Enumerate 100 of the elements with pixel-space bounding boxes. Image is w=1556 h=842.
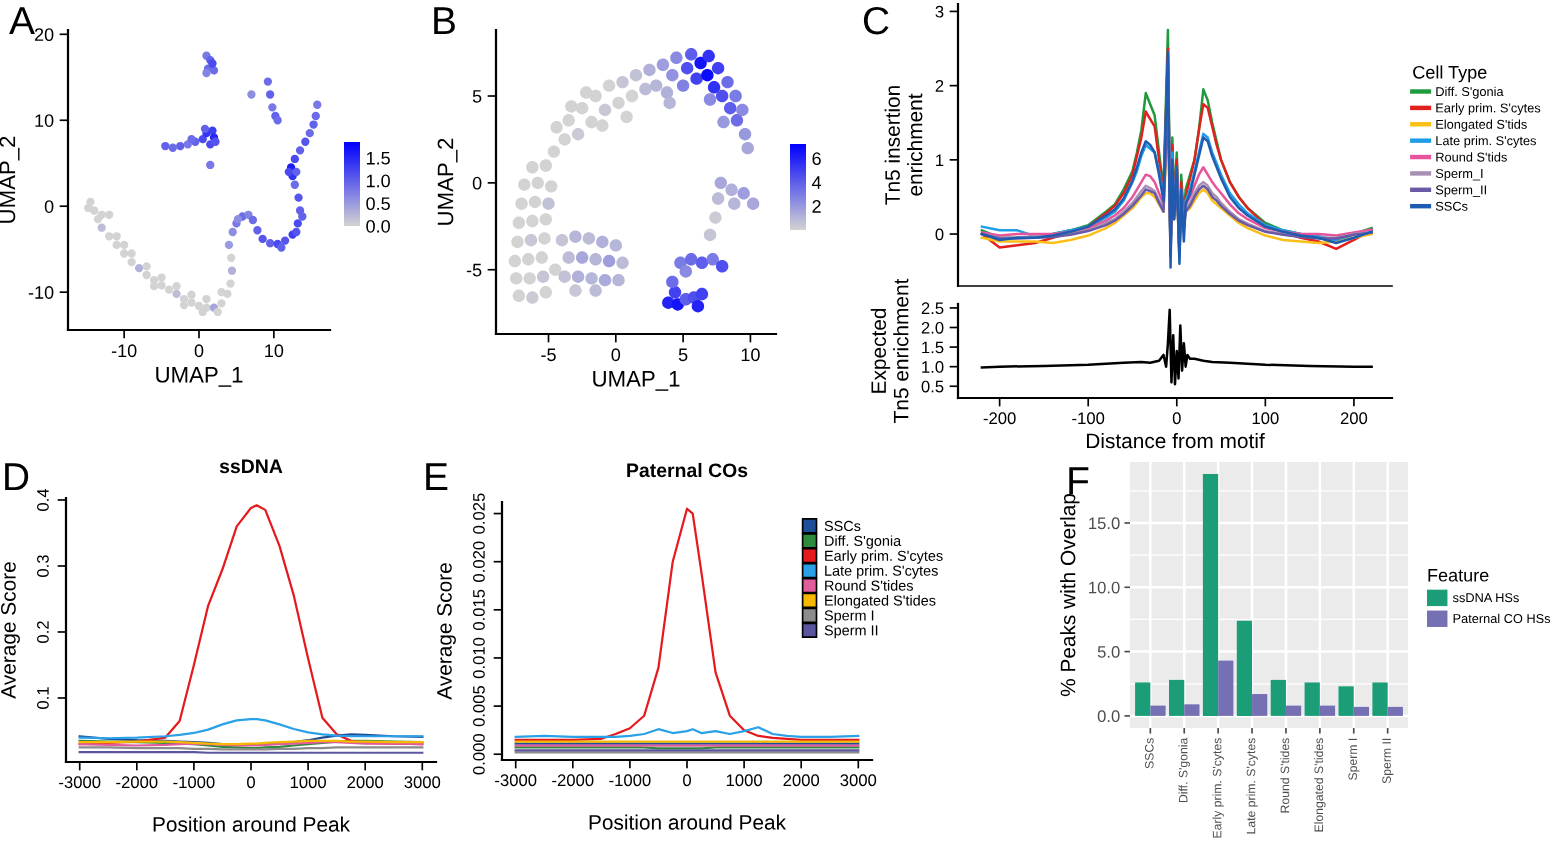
x-tick-label: 2000 xyxy=(783,774,820,787)
x-tick-label: -2000 xyxy=(116,776,158,789)
x-tick-label: 0 xyxy=(194,344,204,358)
y-tick-label: 0.005 xyxy=(473,685,485,727)
line-series xyxy=(78,717,424,740)
color-bar-label: 0.5 xyxy=(366,197,390,211)
y-tick-label: 0 xyxy=(472,176,482,190)
x-tick-label: -5 xyxy=(541,348,556,362)
x-tick-label: -1000 xyxy=(609,774,651,787)
y-tick-label: 0.010 xyxy=(473,637,485,679)
text: D xyxy=(5,463,29,491)
bar xyxy=(1168,679,1185,716)
chart-title: Paternal COs xyxy=(627,462,748,478)
y-axis-title: Average Score xyxy=(1,562,20,699)
y-tick-label: 0.1 xyxy=(37,687,49,709)
x-tick-label: -3000 xyxy=(59,776,101,789)
bar xyxy=(1338,686,1354,716)
x-axis-title: Position around Peak xyxy=(589,814,787,830)
color-bar-label: 0.0 xyxy=(366,219,390,233)
bar xyxy=(1236,620,1253,716)
color-bar-label: 4 xyxy=(811,176,822,189)
y-axis-title: Tn5 insertion enrichment xyxy=(884,86,923,205)
y-tick-label: 0.2 xyxy=(37,621,49,643)
y-tick-label: 3 xyxy=(935,5,944,18)
y-tick-label: 5.0 xyxy=(1097,646,1120,658)
y-tick-label: 0.4 xyxy=(37,488,49,511)
bar xyxy=(1218,660,1234,716)
y-tick-label: 0.5 xyxy=(921,380,944,393)
bar xyxy=(1202,474,1219,716)
x-axis-title: UMAP_1 xyxy=(593,371,680,391)
x-tick-label: -2000 xyxy=(552,774,594,787)
y-tick-label: 1.0 xyxy=(922,361,944,373)
y-tick-label: 2.0 xyxy=(921,321,944,334)
y-axis-title: Expected Tn5 enrichment xyxy=(870,278,909,423)
text: C xyxy=(863,6,889,35)
bar xyxy=(1372,682,1388,716)
text: F xyxy=(1069,467,1089,495)
x-tick-label: 3000 xyxy=(840,774,877,787)
bar xyxy=(1304,682,1320,716)
x-tick-label: -100 xyxy=(1072,412,1105,425)
x-tick-label: 100 xyxy=(1252,412,1279,425)
bar xyxy=(1353,706,1370,716)
text: A xyxy=(9,7,35,35)
x-tick-label: 0 xyxy=(1172,412,1181,425)
y-tick-label: 0.025 xyxy=(473,493,485,534)
y-tick-label: 1 xyxy=(936,154,944,166)
color-bar-label: 2 xyxy=(812,200,821,213)
y-tick-label: 5 xyxy=(472,90,482,103)
y-tick-label: 0.0 xyxy=(1097,710,1120,723)
y-tick-label: 0.000 xyxy=(473,734,485,775)
y-axis-title: % Peaks with Overlap xyxy=(1060,493,1080,697)
x-tick-label: 0 xyxy=(611,348,621,362)
x-axis-title: Position around Peak xyxy=(153,816,351,832)
y-axis-title: UMAP_2 xyxy=(437,138,458,225)
y-tick-label: 0.3 xyxy=(37,555,49,577)
x-tick-label: 200 xyxy=(1340,412,1368,425)
y-axis-title: Average Score xyxy=(437,563,456,700)
x-tick-label: 0 xyxy=(683,774,691,787)
color-bar-label: 1.0 xyxy=(366,174,390,188)
bar xyxy=(1184,704,1200,716)
x-tick-label: 10 xyxy=(265,344,284,358)
y-tick-label: 0 xyxy=(44,200,54,213)
color-bar-label: 1.5 xyxy=(366,152,390,165)
y-tick-label: 2.5 xyxy=(921,302,944,315)
x-tick-label: 3000 xyxy=(404,776,441,789)
bar xyxy=(1387,706,1403,716)
y-tick-label: 0.020 xyxy=(473,541,485,582)
y-tick-label: -10 xyxy=(28,286,54,299)
y-axis-title: UMAP_2 xyxy=(0,136,20,223)
text: E xyxy=(426,463,448,491)
y-tick-label: 10 xyxy=(35,114,54,127)
x-tick-label: -3000 xyxy=(495,774,537,787)
y-tick-label: 1.5 xyxy=(922,341,944,354)
bar xyxy=(1319,705,1336,716)
x-tick-label: 1000 xyxy=(290,776,326,789)
legend-title: Cell Type xyxy=(1413,65,1487,83)
text: B xyxy=(434,7,455,35)
bar xyxy=(1150,705,1166,716)
x-tick-label: 1000 xyxy=(726,774,762,787)
x-tick-label: 2000 xyxy=(347,776,384,789)
color-bar-label: 6 xyxy=(812,152,821,166)
x-tick-label: -1000 xyxy=(173,776,215,789)
legend-title: Feature xyxy=(1428,569,1489,582)
x-tick-label: 5 xyxy=(678,348,688,362)
y-tick-label: -5 xyxy=(466,263,482,277)
y-tick-label: 2 xyxy=(935,80,944,92)
chart-title: ssDNA xyxy=(219,459,283,474)
bar xyxy=(1252,694,1268,716)
x-tick-label: -10 xyxy=(111,344,137,358)
y-tick-label: 0 xyxy=(935,228,944,241)
x-axis-title: Distance from motif xyxy=(1086,432,1265,449)
x-tick-label: 0 xyxy=(247,776,255,789)
y-tick-label: 20 xyxy=(34,28,54,42)
x-tick-label: 10 xyxy=(741,348,760,362)
line-series xyxy=(980,308,1373,386)
y-tick-label: 15.0 xyxy=(1089,517,1120,530)
bar xyxy=(1135,682,1151,716)
bar xyxy=(1285,705,1302,716)
x-axis-title: UMAP_1 xyxy=(156,367,243,387)
y-tick-label: 10.0 xyxy=(1089,581,1120,594)
